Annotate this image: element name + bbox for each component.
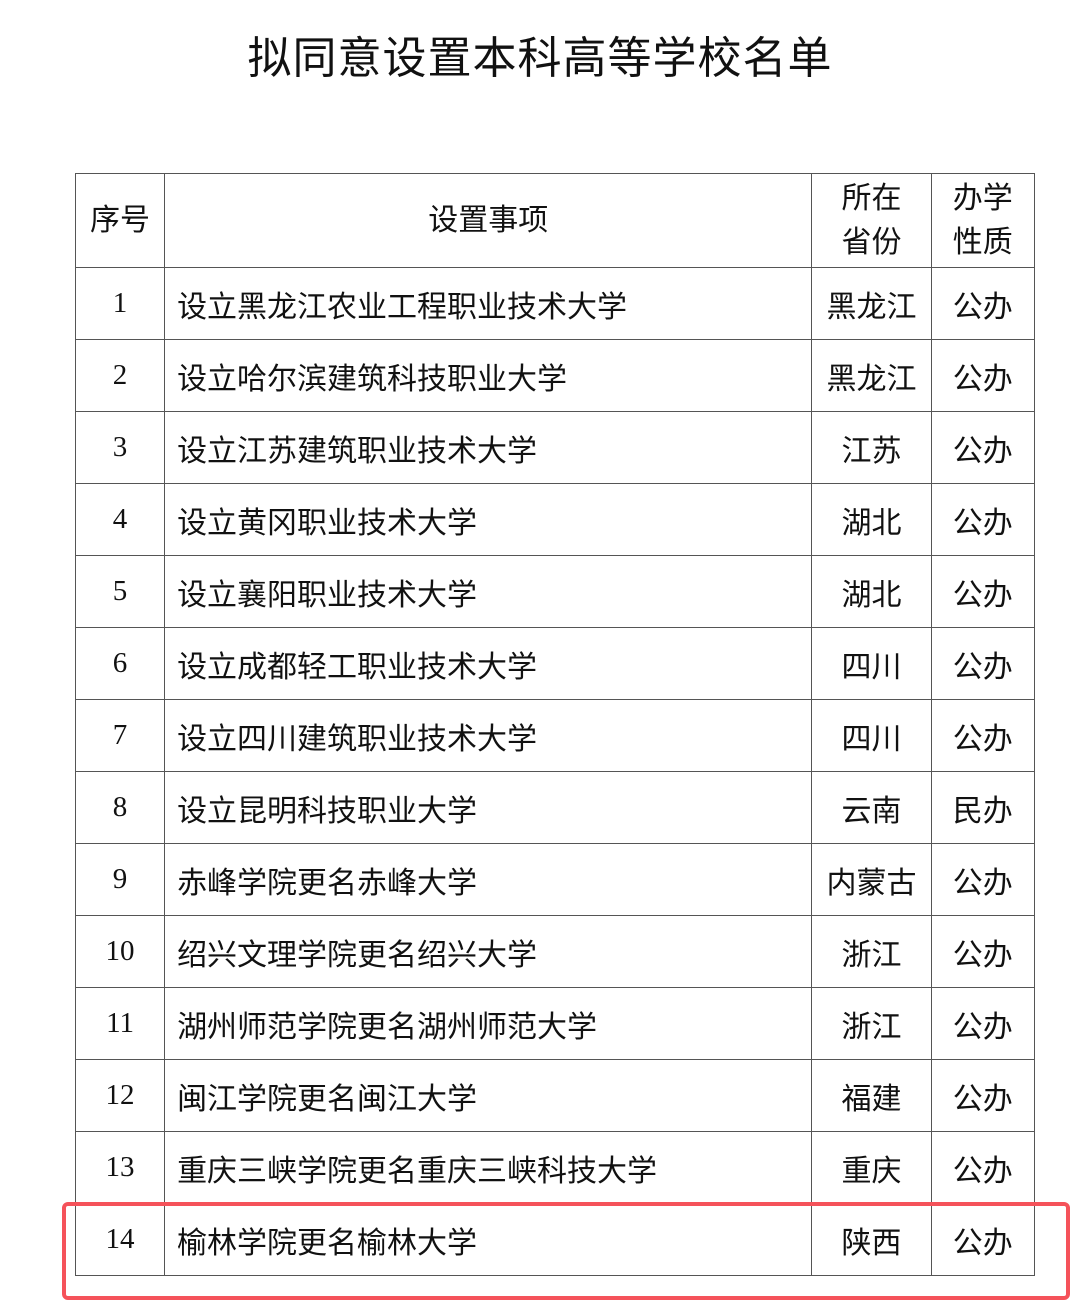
cell-item: 设立昆明科技职业大学 — [164, 771, 813, 844]
table-row: 10 绍兴文理学院更名绍兴大学 浙江 公办 — [74, 915, 1036, 988]
cell-item: 设立襄阳职业技术大学 — [164, 555, 813, 628]
cell-item: 榆林学院更名榆林大学 — [164, 1203, 813, 1276]
cell-index: 4 — [74, 483, 166, 556]
header-item: 设置事项 — [164, 173, 813, 268]
table-row: 5 设立襄阳职业技术大学 湖北 公办 — [74, 555, 1036, 628]
cell-nature: 公办 — [930, 267, 1036, 340]
table-row: 11 湖州师范学院更名湖州师范大学 浙江 公办 — [74, 987, 1036, 1060]
table-row: 1 设立黑龙江农业工程职业技术大学 黑龙江 公办 — [74, 267, 1036, 340]
cell-item: 设立哈尔滨建筑科技职业大学 — [164, 339, 813, 412]
cell-index: 5 — [74, 555, 166, 628]
cell-province: 黑龙江 — [811, 267, 932, 340]
cell-index: 8 — [74, 771, 166, 844]
highlight-box — [62, 1202, 1070, 1300]
header-province: 所在省份 — [811, 173, 932, 268]
cell-nature: 公办 — [930, 1131, 1036, 1204]
table-row: 9 赤峰学院更名赤峰大学 内蒙古 公办 — [74, 843, 1036, 916]
table-row: 3 设立江苏建筑职业技术大学 江苏 公办 — [74, 411, 1036, 484]
cell-nature: 公办 — [930, 843, 1036, 916]
university-list-table: 序号 设置事项 所在省份 办学性质 1 设立黑龙江农业工程职业技术大学 黑龙江 公办 2… — [74, 173, 1036, 1276]
cell-province: 云南 — [811, 771, 932, 844]
cell-nature: 公办 — [930, 483, 1036, 556]
cell-index: 14 — [74, 1203, 166, 1276]
cell-index: 12 — [74, 1059, 166, 1132]
header-province-text: 所在省份 — [841, 180, 902, 260]
cell-item: 湖州师范学院更名湖州师范大学 — [164, 987, 813, 1060]
cell-item: 赤峰学院更名赤峰大学 — [164, 843, 813, 916]
cell-index: 3 — [74, 411, 166, 484]
cell-nature: 公办 — [930, 339, 1036, 412]
cell-item: 闽江学院更名闽江大学 — [164, 1059, 813, 1132]
cell-index: 9 — [74, 843, 166, 916]
cell-province: 浙江 — [811, 987, 932, 1060]
cell-nature: 公办 — [930, 1059, 1036, 1132]
cell-index: 7 — [74, 699, 166, 772]
table-row: 14 榆林学院更名榆林大学 陕西 公办 — [74, 1203, 1036, 1276]
table-header-row: 序号 设置事项 所在省份 办学性质 — [74, 173, 1036, 268]
cell-province: 重庆 — [811, 1131, 932, 1204]
cell-item: 设立江苏建筑职业技术大学 — [164, 411, 813, 484]
cell-item: 设立黑龙江农业工程职业技术大学 — [164, 267, 813, 340]
cell-nature: 民办 — [930, 771, 1036, 844]
cell-item: 设立四川建筑职业技术大学 — [164, 699, 813, 772]
cell-nature: 公办 — [930, 411, 1036, 484]
cell-nature: 公办 — [930, 1203, 1036, 1276]
cell-index: 13 — [74, 1131, 166, 1204]
cell-province: 福建 — [811, 1059, 932, 1132]
cell-index: 2 — [74, 339, 166, 412]
cell-nature: 公办 — [930, 915, 1036, 988]
header-nature-text: 办学性质 — [952, 180, 1013, 260]
cell-province: 浙江 — [811, 915, 932, 988]
table-row: 13 重庆三峡学院更名重庆三峡科技大学 重庆 公办 — [74, 1131, 1036, 1204]
table-row: 6 设立成都轻工职业技术大学 四川 公办 — [74, 627, 1036, 700]
cell-province: 内蒙古 — [811, 843, 932, 916]
table-row: 4 设立黄冈职业技术大学 湖北 公办 — [74, 483, 1036, 556]
cell-index: 11 — [74, 987, 166, 1060]
cell-item: 绍兴文理学院更名绍兴大学 — [164, 915, 813, 988]
cell-province: 黑龙江 — [811, 339, 932, 412]
table-row: 7 设立四川建筑职业技术大学 四川 公办 — [74, 699, 1036, 772]
cell-nature: 公办 — [930, 987, 1036, 1060]
cell-item: 设立成都轻工职业技术大学 — [164, 627, 813, 700]
table-row: 8 设立昆明科技职业大学 云南 民办 — [74, 771, 1036, 844]
cell-province: 江苏 — [811, 411, 932, 484]
header-index: 序号 — [74, 173, 166, 268]
cell-province: 四川 — [811, 699, 932, 772]
table-row: 2 设立哈尔滨建筑科技职业大学 黑龙江 公办 — [74, 339, 1036, 412]
cell-index: 6 — [74, 627, 166, 700]
cell-index: 1 — [74, 267, 166, 340]
cell-province: 陕西 — [811, 1203, 932, 1276]
table-row: 12 闽江学院更名闽江大学 福建 公办 — [74, 1059, 1036, 1132]
cell-province: 四川 — [811, 627, 932, 700]
header-nature: 办学性质 — [930, 173, 1036, 268]
cell-nature: 公办 — [930, 699, 1036, 772]
cell-province: 湖北 — [811, 555, 932, 628]
cell-item: 设立黄冈职业技术大学 — [164, 483, 813, 556]
cell-nature: 公办 — [930, 555, 1036, 628]
cell-item: 重庆三峡学院更名重庆三峡科技大学 — [164, 1131, 813, 1204]
cell-province: 湖北 — [811, 483, 932, 556]
cell-nature: 公办 — [930, 627, 1036, 700]
document-title: 拟同意设置本科高等学校名单 — [247, 33, 833, 84]
cell-index: 10 — [74, 915, 166, 988]
